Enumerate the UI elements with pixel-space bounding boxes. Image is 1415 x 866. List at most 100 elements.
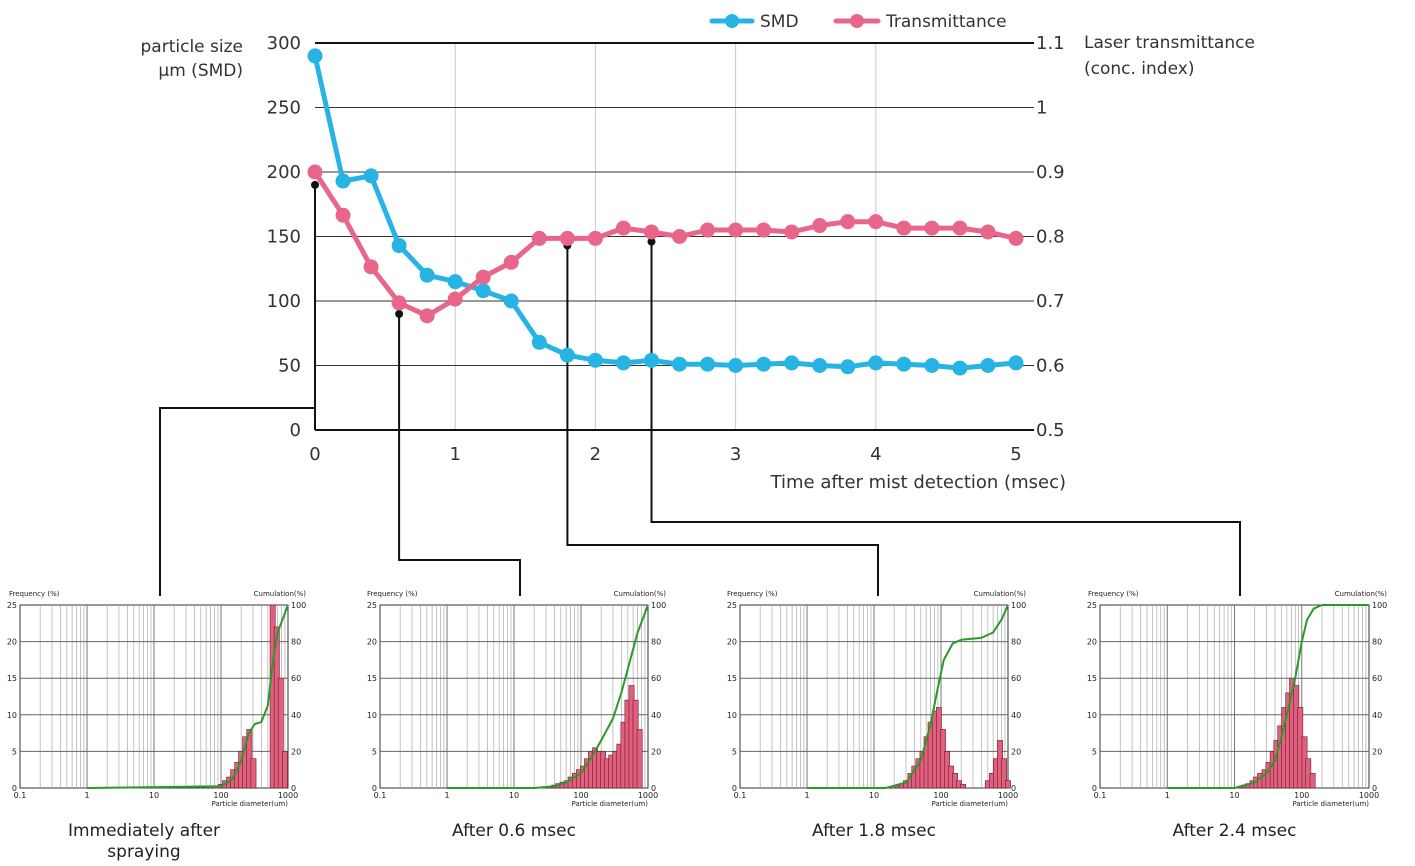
x-tick-label: 5: [1010, 444, 1021, 465]
histogram-y2-tick-label: 40: [291, 711, 301, 720]
histogram-y2-axis-title: Cumulation(%): [254, 590, 307, 598]
histogram-y2-tick-label: 20: [1011, 747, 1021, 756]
data-point-smd: [868, 355, 884, 371]
histogram-caption: After 1.8 msec: [812, 821, 936, 841]
histogram-bar: [277, 677, 284, 789]
histogram-y-axis-title: Frequency (%): [367, 590, 418, 598]
data-point-smd: [1008, 355, 1024, 371]
y-tick-label: 200: [267, 162, 301, 183]
histogram-x-tick-label: 100: [933, 791, 948, 800]
data-point-smd: [896, 356, 912, 372]
histogram-x-tick-label: 100: [1294, 791, 1309, 800]
y2-tick-label: 0.6: [1036, 356, 1065, 377]
histogram-y-tick-label: 25: [367, 601, 377, 610]
legend-label-transmittance: Transmittance: [885, 12, 1007, 32]
y-tick-label: 0: [290, 420, 301, 441]
cumulative-curve: [86, 604, 289, 789]
histogram-panel: 0 5 10 15 20 25 0 20 40 60 80 100 0.1 1 10 100 1000 Frequ…: [727, 590, 1026, 841]
data-point-smd: [672, 356, 688, 372]
histogram-y2-tick-label: 60: [651, 674, 661, 683]
histogram-caption-line: Immediately after: [68, 821, 220, 841]
callout-line: [159, 184, 316, 596]
data-point-transmittance: [952, 220, 968, 236]
histogram-y2-tick-label: 20: [1372, 747, 1382, 756]
y-tick-label: 250: [267, 98, 301, 119]
histogram-x-tick-label: 0.1: [734, 791, 747, 800]
data-point-smd: [784, 355, 800, 371]
callout-connectors: [159, 180, 1241, 596]
histogram-y2-tick-label: 0: [651, 784, 656, 793]
data-point-smd: [419, 267, 435, 283]
histogram-y-axis-title: Frequency (%): [1088, 590, 1139, 598]
x-axis-title: Time after mist detection (msec): [770, 472, 1066, 493]
callout-line: [398, 313, 521, 596]
histogram-y-tick-label: 5: [1092, 747, 1097, 756]
histogram-x-tick-label: 10: [509, 791, 519, 800]
histogram-y2-tick-label: 80: [291, 638, 301, 647]
cumulative-curve: [447, 604, 649, 789]
legend-label-smd: SMD: [760, 12, 799, 32]
histogram-y-tick-label: 10: [727, 711, 737, 720]
x-tick-label: 0: [309, 444, 320, 465]
histogram-x-tick-label: 1: [84, 791, 89, 800]
data-point-transmittance: [419, 308, 435, 324]
histogram-y2-tick-label: 100: [1011, 601, 1026, 610]
data-point-smd: [812, 358, 828, 373]
y2-axis-title: Laser transmittance: [1084, 33, 1255, 53]
cumulative-curve: [1167, 604, 1369, 789]
data-point-smd: [307, 48, 323, 64]
histogram-x-tick-label: 1: [804, 791, 809, 800]
data-point-smd: [643, 352, 659, 368]
histogram-y2-tick-label: 80: [1372, 638, 1382, 647]
histogram-y2-tick-label: 40: [1011, 711, 1021, 720]
y2-tick-label: 1: [1036, 98, 1047, 119]
data-point-smd: [952, 360, 968, 376]
y2-axis-title-unit: (conc. index): [1084, 59, 1194, 79]
data-point-transmittance: [307, 164, 323, 180]
data-point-transmittance: [784, 224, 800, 240]
histogram-y2-tick-label: 100: [651, 601, 666, 610]
legend-swatch-transmittance-marker: [850, 14, 864, 28]
histogram-caption: After 2.4 msec: [1173, 821, 1297, 841]
histogram-y2-tick-label: 20: [651, 747, 661, 756]
data-point-smd: [924, 358, 940, 373]
histogram-bar: [1005, 780, 1011, 789]
data-point-smd: [447, 274, 463, 290]
histogram-y-tick-label: 20: [727, 638, 737, 647]
data-point-transmittance: [700, 222, 716, 238]
data-point-smd: [559, 347, 575, 363]
legend: SMD Transmittance: [709, 12, 1007, 32]
legend-item-smd: SMD: [709, 12, 799, 32]
histogram-y2-tick-label: 60: [1372, 674, 1382, 683]
x-tick-label: 2: [590, 444, 601, 465]
histogram-caption-line: spraying: [107, 842, 180, 862]
histogram-x-tick-label: 1000: [638, 791, 658, 800]
histogram-x-tick-label: 1: [444, 791, 449, 800]
histogram-x-axis-title: Particle diameter(um): [211, 800, 288, 808]
histogram-x-axis-title: Particle diameter(um): [1292, 800, 1369, 808]
histogram-caption: After 0.6 msec: [452, 821, 576, 841]
data-point-smd: [475, 283, 491, 299]
y2-tick-label: 0.7: [1036, 291, 1065, 312]
legend-item-transmittance: Transmittance: [833, 12, 1007, 32]
histogram-x-tick-label: 0.1: [374, 791, 387, 800]
histogram-y2-tick-label: 60: [1011, 674, 1021, 683]
histogram-y-tick-label: 25: [727, 601, 737, 610]
histogram-x-tick-label: 10: [149, 791, 159, 800]
histogram-y-tick-label: 15: [1087, 674, 1097, 683]
data-point-transmittance: [643, 224, 659, 240]
histogram-y2-tick-label: 80: [1011, 638, 1021, 647]
histogram-x-axis-title: Particle diameter(um): [931, 800, 1008, 808]
histogram-x-tick-label: 1000: [278, 791, 298, 800]
data-point-smd: [335, 173, 351, 189]
histogram-y-tick-label: 10: [1087, 711, 1097, 720]
x-tick-label: 1: [449, 444, 460, 465]
histogram-y-tick-label: 5: [372, 747, 377, 756]
histogram-y2-tick-label: 0: [291, 784, 296, 793]
histogram-bar: [282, 751, 288, 789]
histogram-bar: [1309, 773, 1316, 789]
data-point-smd: [391, 238, 407, 254]
cumulative-curve: [807, 604, 1009, 789]
histogram-y2-tick-label: 80: [651, 638, 661, 647]
